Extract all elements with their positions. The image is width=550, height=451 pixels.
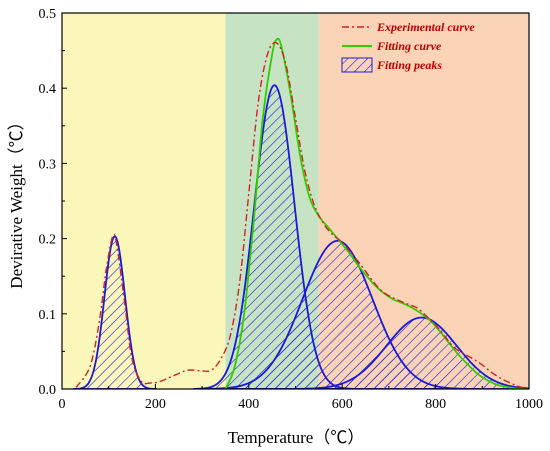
x-tick-label: 800 <box>425 397 446 412</box>
legend-swatch-fitting-peaks <box>341 57 373 73</box>
y-tick-label: 0.1 <box>39 308 57 323</box>
y-tick-label: 0.3 <box>39 157 57 172</box>
x-tick-label: 400 <box>238 397 259 412</box>
experimental-curve-line <box>75 41 529 389</box>
x-tick-label: 1000 <box>515 397 543 412</box>
curves <box>75 37 529 389</box>
y-tick-label: 0.0 <box>39 383 57 398</box>
y-tick-label: 0.4 <box>39 82 57 97</box>
fitting-peak-4 <box>280 316 529 389</box>
legend: Experimental curve Fitting curve Fitting… <box>341 20 475 73</box>
legend-label-fitting-curve: Fitting curve <box>376 39 442 53</box>
fitting-peak-1 <box>72 235 157 389</box>
x-axis-label: Temperature（℃） <box>228 428 365 447</box>
x-axis-ticks: 0 200 400 600 800 1000 <box>59 384 543 412</box>
x-tick-label: 200 <box>145 397 166 412</box>
fitting-curve-line <box>224 37 529 389</box>
y-axis-ticks: 0.0 0.1 0.2 0.3 0.4 0.5 <box>39 7 67 398</box>
region-band-1 <box>62 13 226 389</box>
x-tick-label: 0 <box>59 397 66 412</box>
fitting-peaks <box>72 84 529 389</box>
y-tick-label: 0.2 <box>39 233 57 248</box>
y-tick-label: 0.5 <box>39 7 57 22</box>
legend-label-fitting-peaks: Fitting peaks <box>376 58 442 72</box>
legend-label-experimental: Experimental curve <box>376 20 475 34</box>
y-axis-label: Devirative Weight（℃） <box>7 113 26 288</box>
x-tick-label: 600 <box>332 397 353 412</box>
